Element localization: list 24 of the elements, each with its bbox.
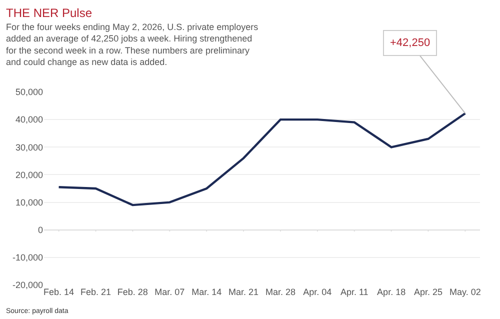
y-tick-label: 0 [38, 225, 43, 236]
x-tick-label: Feb. 14 [44, 287, 74, 297]
x-tick-label: Mar. 28 [265, 287, 296, 297]
x-tick-label: Mar. 07 [154, 287, 185, 297]
line-series [58, 112, 466, 206]
x-tick-label: Feb. 28 [117, 287, 148, 297]
y-tick-label: 50,000 [15, 87, 43, 98]
x-tick-label: Apr. 11 [340, 287, 368, 297]
y-tick-label: 10,000 [15, 197, 43, 208]
y-tick-label: -20,000 [12, 280, 43, 290]
y-tick-label: 40,000 [15, 114, 43, 125]
x-tick-label: Feb. 21 [80, 287, 111, 297]
y-tick-label: 30,000 [15, 142, 43, 152]
x-tick-label: Mar. 21 [228, 287, 259, 297]
chart-subtitle: For the four weeks ending May 2, 2026, U.S. private employers added an average of 42,250 jobs a week. Hiring strengthened for the second week in a row. These numbers are preliminary and could change as new data is added. [6, 22, 259, 68]
x-tick-label: Apr. 18 [377, 287, 406, 297]
x-tick-label: Mar. 14 [192, 287, 222, 297]
y-tick-label: 20,000 [15, 170, 43, 180]
annotation: +42,250 [390, 37, 430, 49]
x-tick-label: May. 02 [450, 287, 481, 297]
x-tick-label: Apr. 25 [414, 287, 443, 297]
x-tick-label: Apr. 04 [303, 287, 332, 297]
y-tick-label: -10,000 [12, 252, 43, 263]
chart-title: THE NER Pulse [6, 6, 92, 20]
